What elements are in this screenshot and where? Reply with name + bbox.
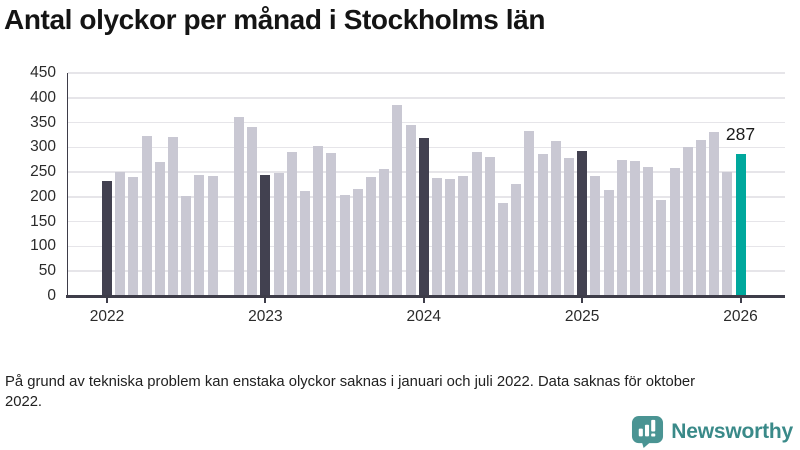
y-axis-tick-label: 50: [38, 262, 56, 280]
bar-2024-09: [524, 130, 535, 296]
x-axis-tick: [264, 298, 267, 303]
bar-2023-04: [299, 190, 310, 296]
bar-2024-01: [418, 138, 429, 296]
highlight-bar-value-label: 287: [725, 123, 756, 144]
bar-2024-08: [511, 183, 522, 296]
bar-2025-02: [590, 175, 601, 296]
bar-2025-05: [629, 161, 640, 296]
newsworthy-logo: Newsworthy: [631, 415, 793, 448]
x-axis-tick-label-2026: 2026: [723, 308, 758, 325]
gridline-400: [68, 97, 785, 99]
bar-2025-09: [682, 147, 693, 296]
bar-2024-12: [563, 158, 574, 296]
gridline-350: [68, 121, 785, 124]
bar-2025-03: [603, 190, 614, 296]
bar-2023-08: [352, 189, 363, 296]
y-axis-tick-label: 450: [30, 64, 56, 81]
bar-2023-02: [273, 172, 284, 296]
x-axis-tick: [106, 298, 108, 303]
y-axis-tick-label: 0: [47, 287, 56, 304]
bar-2023-12: [405, 124, 416, 296]
bar-2022-03: [128, 177, 139, 296]
bar-2023-03: [286, 151, 297, 296]
bar-2022-11: [233, 116, 244, 296]
newsworthy-bubble-chart-icon: [632, 415, 664, 448]
y-axis-line: [66, 73, 68, 296]
bar-2023-06: [326, 152, 337, 296]
x-axis-tick-label-2025: 2025: [564, 308, 600, 325]
bar-2024-03: [445, 179, 456, 296]
bar-2025-10: [695, 139, 706, 296]
x-axis-tick: [581, 298, 584, 303]
bar-2025-06: [643, 167, 654, 296]
y-axis-tick-label: 350: [30, 113, 56, 131]
bar-2022-04: [141, 136, 152, 296]
bar-2025-07: [656, 200, 667, 296]
bar-2022-05: [154, 162, 165, 296]
footnote: På grund av tekniska problem kan enstaka…: [5, 374, 696, 411]
bar-2024-10: [537, 153, 548, 296]
newsworthy-wordmark: Newsworthy: [671, 419, 793, 443]
bar-2026-01: [735, 153, 746, 296]
bar-2023-09: [365, 176, 376, 296]
bar-2024-04: [458, 176, 469, 296]
bar-2025-08: [669, 168, 680, 296]
x-axis-tick: [422, 298, 425, 303]
bar-2023-10: [379, 169, 390, 296]
y-axis-tick-label: 100: [30, 237, 56, 255]
y-axis-tick-label: 300: [30, 138, 56, 156]
y-axis-tick-label: 400: [30, 88, 56, 106]
bar-2022-12: [247, 127, 258, 296]
bar-2022-07: [181, 195, 192, 296]
bar-2023-07: [339, 194, 350, 296]
x-axis-line: [66, 295, 785, 298]
bar-2023-01: [260, 174, 271, 296]
bar-2024-11: [550, 141, 561, 296]
bar-2022-01: [102, 180, 112, 296]
bar-2024-02: [431, 178, 442, 296]
y-axis-tick-label: 250: [30, 163, 56, 181]
bar-2024-05: [471, 152, 482, 296]
x-axis-tick-label-2022: 2022: [89, 308, 125, 325]
x-axis-tick: [739, 298, 742, 303]
bar-2022-06: [167, 137, 178, 296]
chart-title: Antal olyckor per månad i Stockholms län: [4, 4, 546, 35]
bar-2022-02: [115, 172, 126, 296]
bar-2025-12: [722, 172, 733, 296]
x-axis-tick-label-2024: 2024: [406, 308, 441, 325]
x-axis-tick-label-2023: 2023: [248, 308, 283, 325]
bar-2023-05: [313, 145, 324, 296]
bar-2025-11: [709, 131, 720, 296]
y-axis-tick-label: 200: [30, 187, 56, 205]
bar-2022-09: [207, 175, 218, 296]
bar-2024-06: [484, 156, 495, 296]
y-axis-tick-label: 150: [30, 212, 56, 230]
bar-2025-04: [616, 160, 627, 296]
bar-2025-01: [577, 150, 588, 296]
bar-2024-07: [497, 202, 508, 296]
bar-2022-08: [194, 175, 205, 296]
gridline-450: [68, 72, 785, 74]
bar-2023-11: [392, 104, 403, 296]
